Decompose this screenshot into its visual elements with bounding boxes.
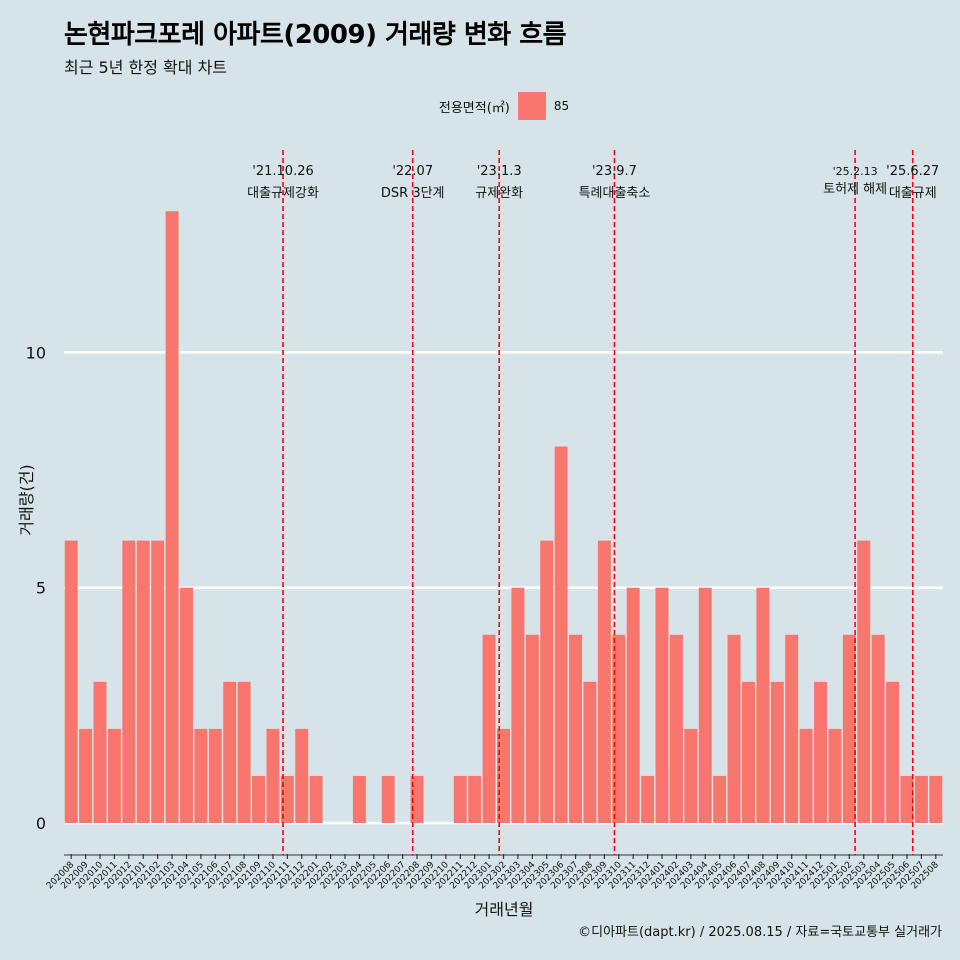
bar — [122, 540, 136, 823]
bar — [280, 775, 294, 823]
bar — [756, 587, 770, 823]
y-axis-label: 거래량(건) — [17, 464, 36, 535]
bar — [165, 211, 179, 824]
bar — [252, 775, 266, 823]
bar — [857, 540, 871, 823]
bar — [107, 728, 121, 823]
bar — [237, 681, 251, 823]
bar — [525, 634, 539, 823]
legend-key — [517, 92, 546, 120]
event-name-label: 규제완화 — [475, 186, 523, 201]
bar — [381, 775, 395, 823]
event-date-label: '23.1.3 — [477, 164, 522, 179]
bar — [886, 681, 900, 823]
event-name-label: DSR 3단계 — [381, 186, 445, 201]
bar — [770, 681, 784, 823]
bar — [194, 728, 208, 823]
bar — [540, 540, 554, 823]
legend-item-label: 85 — [553, 99, 570, 113]
y-tick-label: 5 — [36, 579, 46, 598]
bar — [900, 775, 914, 823]
bar — [612, 634, 626, 823]
bar — [669, 634, 683, 823]
bar — [151, 540, 165, 823]
source-caption: ©디아파트(dapt.kr) / 2025.08.15 / 자료=국토교통부 실… — [578, 925, 942, 940]
event-name-label: 대출규제 — [889, 186, 937, 201]
bar — [785, 634, 799, 823]
bar — [511, 587, 525, 823]
bar — [497, 728, 510, 823]
y-tick-labels: 0 5 10 — [26, 343, 46, 833]
event-lines — [282, 150, 914, 855]
bar — [828, 728, 842, 823]
bar — [352, 775, 366, 823]
bar — [914, 775, 928, 823]
bar — [208, 728, 222, 823]
x-tick-labels: 2020082020092020102020112020122021012021… — [45, 854, 943, 891]
bar — [309, 775, 323, 823]
bar — [79, 728, 93, 823]
bar — [410, 775, 424, 823]
event-name-label: 특례대출축소 — [579, 186, 651, 201]
bar — [698, 587, 712, 823]
bar — [136, 540, 150, 823]
event-name-label: 대출규제강화 — [247, 186, 319, 201]
legend-title: 전용면적(㎡) — [438, 100, 510, 116]
bar — [842, 634, 856, 823]
event-date-label: '23.9.7 — [592, 164, 637, 179]
bar — [929, 775, 943, 823]
bar — [814, 681, 828, 823]
event-name-label: 토허제 해제 — [823, 182, 887, 197]
x-axis-label: 거래년월 — [475, 900, 534, 919]
y-tick-label: 10 — [26, 343, 46, 362]
chart-subtitle: 최근 5년 한정 확대 차트 — [64, 58, 228, 77]
event-date-label: '21.10.26 — [252, 164, 313, 179]
bar — [266, 728, 280, 823]
bar — [655, 587, 669, 823]
event-date-label: '25.2.13 — [833, 165, 878, 178]
bar — [64, 540, 78, 823]
chart-title: 논현파크포레 아파트(2009) 거래량 변화 흐름 — [64, 20, 567, 50]
bar — [583, 681, 597, 823]
bar — [453, 775, 467, 823]
bar — [295, 728, 309, 823]
event-date-label: '25.6.27 — [886, 164, 939, 179]
bar — [871, 634, 885, 823]
bar — [223, 681, 237, 823]
bar — [554, 446, 568, 823]
event-date-label: '22.07 — [392, 164, 433, 179]
bar — [727, 634, 741, 823]
event-annotations: '21.10.26 대출규제강화 '22.07 DSR 3단계 '23.1.3 규제완화 '… — [247, 164, 939, 201]
legend: 전용면적(㎡) 85 — [0, 92, 960, 120]
bar — [482, 634, 496, 823]
bar — [684, 728, 698, 823]
bar — [597, 540, 611, 823]
bar — [93, 681, 107, 823]
bar — [179, 587, 193, 823]
bars — [64, 211, 943, 824]
bar — [626, 587, 640, 823]
y-tick-label: 0 — [36, 814, 46, 833]
bar — [468, 775, 482, 823]
bar — [713, 775, 727, 823]
bar — [741, 681, 755, 823]
bar — [641, 775, 655, 823]
bar — [569, 634, 583, 823]
bar — [799, 728, 813, 823]
